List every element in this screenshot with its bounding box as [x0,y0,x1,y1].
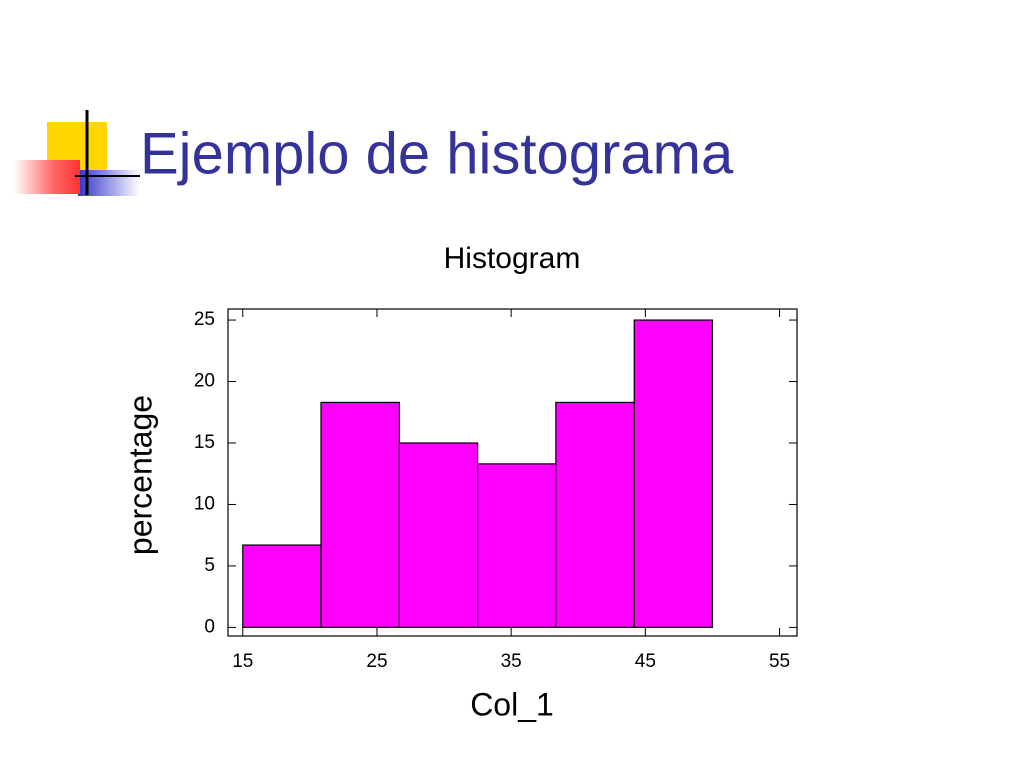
decoration [14,110,140,196]
chart-title: Histogram [444,242,581,275]
plot-frame [227,308,798,637]
bar [320,401,400,628]
x-tick-label: 25 [366,651,387,672]
y-tick-label: 10 [194,493,215,514]
bar [398,442,479,628]
y-axis-label: percentage [122,395,158,555]
bar [555,401,635,628]
y-tick-label: 20 [194,371,215,392]
bar [242,544,322,628]
y-tick-label: 25 [194,309,215,330]
x-tick-label: 35 [501,651,522,672]
x-tick-label: 45 [635,651,656,672]
y-tick-label: 5 [204,555,215,576]
red-bar [14,160,80,194]
bar [477,463,557,628]
x-axis-label: Col_1 [470,686,554,722]
x-tick-label: 55 [769,651,790,672]
y-tick-label: 15 [194,432,215,453]
x-tick-label: 15 [232,651,253,672]
slide-title: Ejemplo de histograma [140,121,734,186]
y-tick-label: 0 [204,616,215,637]
bar [633,319,714,628]
